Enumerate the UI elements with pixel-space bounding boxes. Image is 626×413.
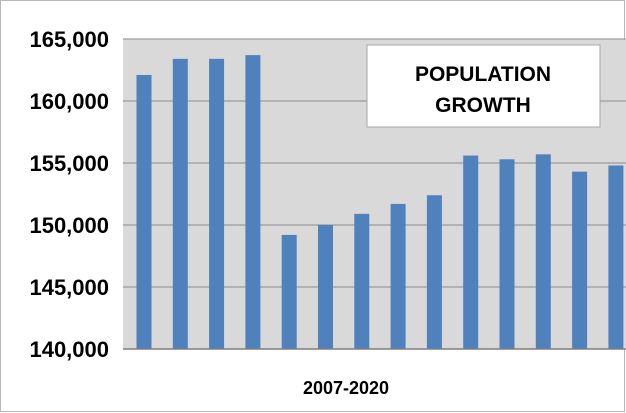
bar-2011 [281, 234, 297, 349]
chart-title-box: POPULATION GROWTH [366, 44, 601, 128]
y-axis-tick-labels: 140,000 145,000 150,000 155,000 160,000 165,0… [29, 27, 109, 362]
bar-2015 [426, 195, 442, 349]
y-tick-label: 165,000 [29, 27, 109, 52]
bar-2017 [499, 159, 515, 349]
bar-2007 [136, 74, 152, 350]
title-box-frame [366, 44, 601, 128]
bar-2012 [318, 225, 333, 349]
bar-2018 [535, 154, 551, 349]
bar-2019 [572, 171, 588, 349]
bar-2014 [390, 203, 406, 349]
bars [136, 55, 624, 350]
bar-2013 [354, 213, 370, 349]
bar-2020 [608, 165, 624, 349]
chart-title-line-2: GROWTH [435, 94, 531, 117]
x-axis-label: 2007-2020 [303, 378, 389, 398]
bar-2010 [245, 55, 261, 350]
y-tick-label: 145,000 [29, 275, 109, 300]
chart-title-line-1: POPULATION [415, 63, 551, 86]
bar-2008 [172, 58, 188, 350]
y-tick-label: 160,000 [29, 89, 109, 114]
bar-2009 [209, 58, 225, 350]
y-tick-label: 155,000 [29, 151, 109, 176]
y-tick-label: 140,000 [29, 337, 109, 362]
bar-2016 [463, 155, 479, 349]
y-tick-label: 150,000 [29, 213, 109, 238]
